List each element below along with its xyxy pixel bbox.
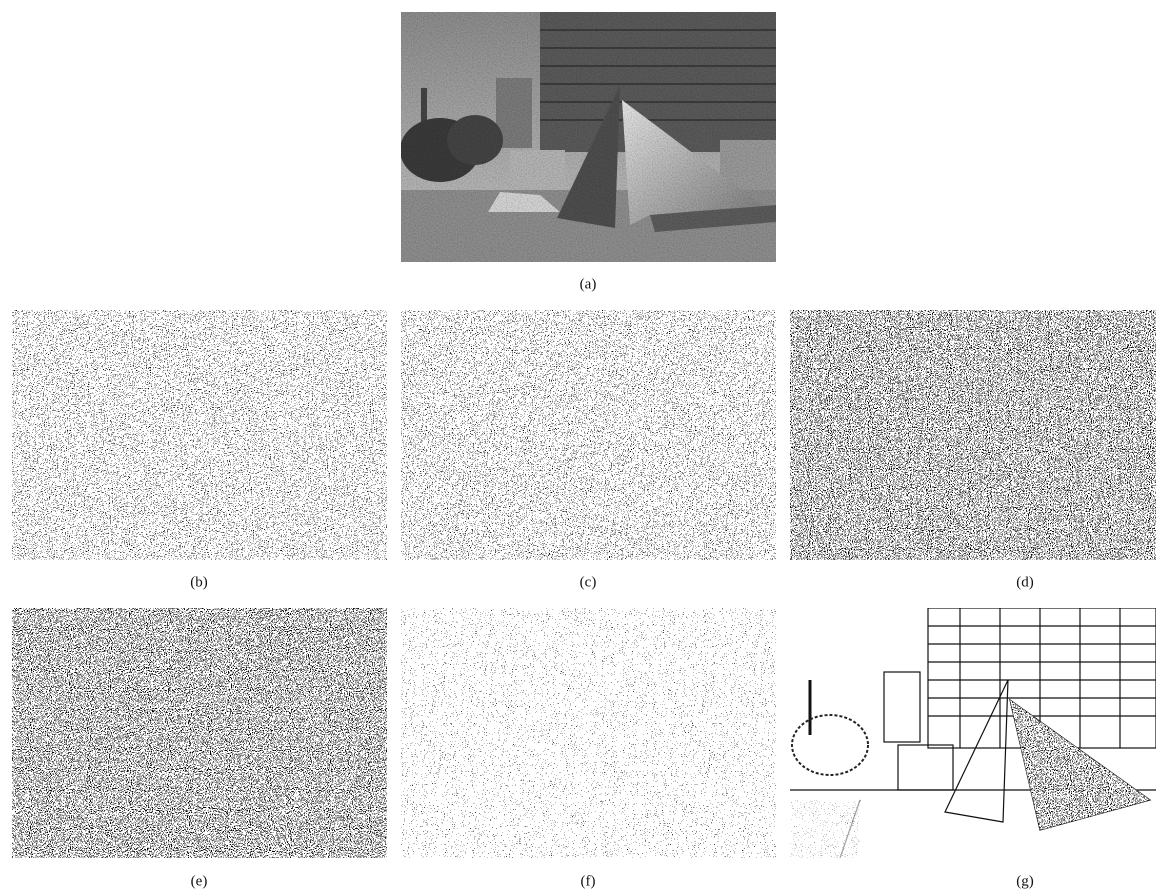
page: Figure {"panels": [{"label": "(a)"}, {"l…	[0, 0, 1156, 893]
caption: (g)	[1016, 873, 1034, 889]
caption: (a)	[580, 276, 597, 292]
noise-c	[401, 310, 776, 560]
noise-d	[790, 310, 1156, 560]
caption: (b)	[190, 574, 208, 590]
photo-grain	[401, 12, 776, 262]
figure: (a) (b) (c) (d) (e) (f) (g)	[0, 0, 1156, 893]
caption: (c)	[580, 574, 597, 590]
ground-texture	[790, 800, 860, 858]
photo-g	[790, 608, 1156, 858]
caption: (f)	[581, 873, 596, 889]
noise-e	[12, 608, 387, 858]
noise-f	[401, 608, 776, 858]
caption: (e)	[191, 873, 208, 889]
photo-a	[400, 12, 776, 262]
caption: (d)	[1016, 574, 1034, 590]
noise-b	[12, 310, 387, 560]
page-body: (a) (b) (c) (d) (e) (f) (g) (() => { con…	[0, 0, 1156, 893]
